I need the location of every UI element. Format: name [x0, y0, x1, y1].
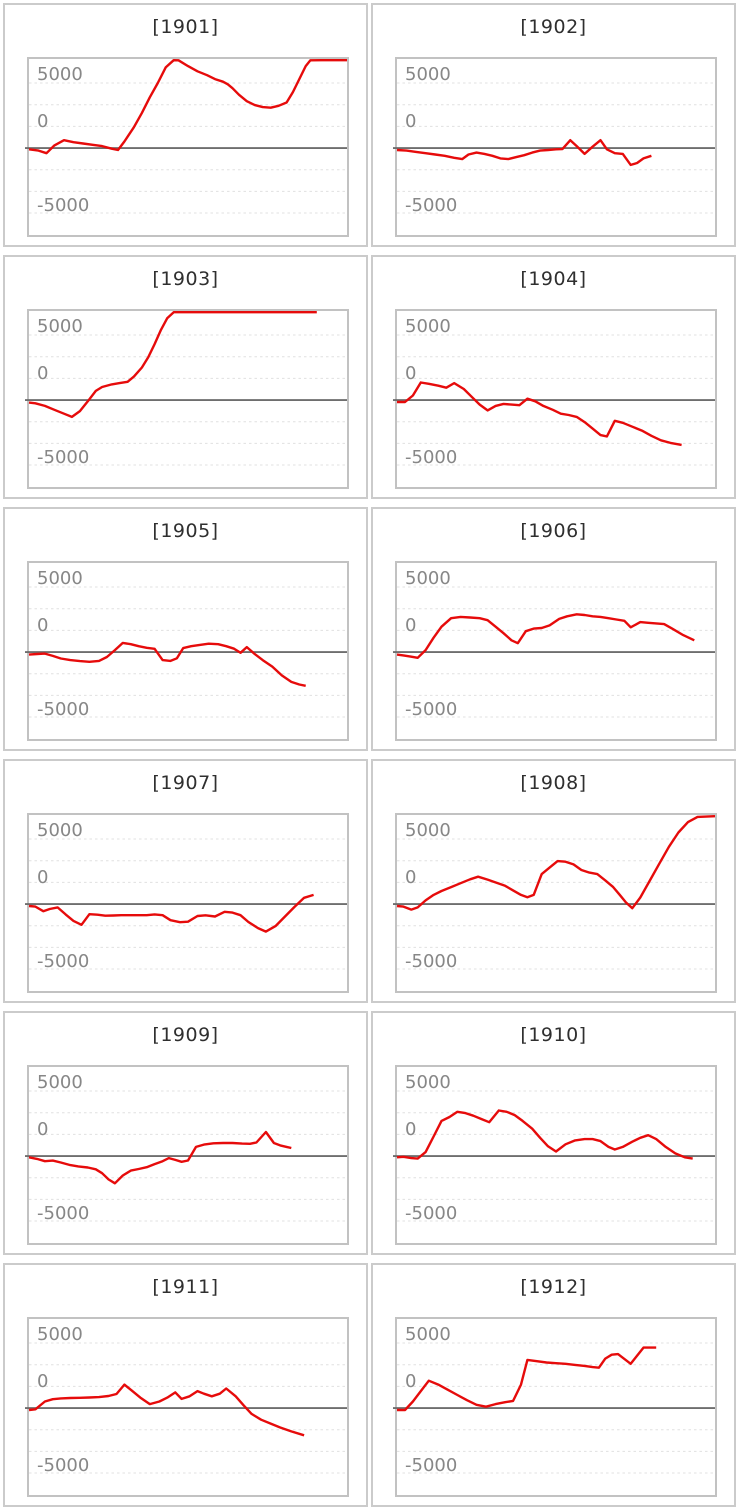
y-tick-label-5000: 5000	[405, 316, 451, 337]
line-chart-svg	[393, 815, 716, 970]
line-chart-svg	[25, 586, 347, 718]
plot-area: 5000 0 -5000	[25, 813, 349, 993]
chart-title: [1901]	[152, 16, 219, 38]
chart-title: [1904]	[520, 268, 587, 290]
chart-panel-1904: [1904] 5000 0 -5000	[371, 255, 736, 499]
line-chart-svg	[393, 1090, 715, 1222]
chart-panel-1910: [1910] 5000 0 -5000	[371, 1011, 736, 1255]
y-tick-label-neg5000: -5000	[405, 1455, 458, 1476]
chart-panel-1903: [1903] 5000 0 -5000	[3, 255, 368, 499]
line-chart-svg	[25, 1090, 347, 1222]
y-tick-label-neg5000: -5000	[37, 1203, 90, 1224]
series-line	[28, 893, 314, 933]
series-line	[28, 59, 347, 155]
series-line	[396, 1109, 693, 1160]
y-tick-label-neg5000: -5000	[405, 951, 458, 972]
chart-panel-1902: [1902] 5000 0 -5000	[371, 3, 736, 247]
chart-panel-1912: [1912] 5000 0 -5000	[371, 1263, 736, 1507]
y-tick-label-5000: 5000	[405, 820, 451, 841]
y-tick-label-5000: 5000	[37, 568, 83, 589]
y-tick-label-0: 0	[405, 867, 417, 888]
chart-title: [1911]	[152, 1276, 219, 1298]
series-line	[397, 1346, 657, 1412]
y-tick-label-5000: 5000	[405, 1072, 451, 1093]
series-line	[396, 613, 695, 660]
y-tick-label-0: 0	[37, 615, 49, 636]
y-tick-label-0: 0	[37, 363, 49, 384]
y-tick-label-0: 0	[405, 1119, 417, 1140]
chart-title: [1909]	[152, 1024, 219, 1046]
plot-area: 5000 0 -5000	[25, 1065, 349, 1245]
y-tick-label-5000: 5000	[405, 1324, 451, 1345]
y-tick-label-neg5000: -5000	[405, 699, 458, 720]
chart-title: [1912]	[520, 1276, 587, 1298]
series-line	[397, 381, 682, 447]
chart-panel-1908: [1908] 5000 0 -5000	[371, 759, 736, 1003]
series-line	[28, 311, 317, 419]
y-tick-label-0: 0	[405, 615, 417, 636]
line-chart-svg	[393, 82, 715, 214]
chart-panel-1906: [1906] 5000 0 -5000	[371, 507, 736, 751]
chart-panel-1907: [1907] 5000 0 -5000	[3, 759, 368, 1003]
y-tick-label-5000: 5000	[37, 820, 83, 841]
y-tick-label-neg5000: -5000	[37, 699, 90, 720]
y-tick-label-5000: 5000	[37, 316, 83, 337]
y-tick-label-0: 0	[405, 111, 417, 132]
plot-area: 5000 0 -5000	[393, 1065, 717, 1245]
chart-title: [1907]	[152, 772, 219, 794]
chart-title: [1910]	[520, 1024, 587, 1046]
plot-area: 5000 0 -5000	[393, 309, 717, 489]
series-line	[28, 1130, 292, 1185]
chart-panel-1905: [1905] 5000 0 -5000	[3, 507, 368, 751]
y-tick-label-0: 0	[37, 1119, 49, 1140]
chart-title: [1902]	[520, 16, 587, 38]
y-tick-label-0: 0	[405, 1371, 417, 1392]
plot-area: 5000 0 -5000	[393, 57, 717, 237]
plot-area: 5000 0 -5000	[25, 57, 349, 237]
chart-title: [1908]	[520, 772, 587, 794]
y-tick-label-5000: 5000	[37, 1324, 83, 1345]
y-tick-label-neg5000: -5000	[37, 1455, 90, 1476]
y-tick-label-neg5000: -5000	[37, 447, 90, 468]
y-tick-label-neg5000: -5000	[37, 195, 90, 216]
y-tick-label-5000: 5000	[405, 64, 451, 85]
y-tick-label-0: 0	[405, 363, 417, 384]
plot-area: 5000 0 -5000	[393, 813, 717, 993]
series-line	[28, 641, 306, 687]
chart-panel-1909: [1909] 5000 0 -5000	[3, 1011, 368, 1255]
line-chart-svg	[25, 311, 347, 466]
y-tick-label-neg5000: -5000	[405, 1203, 458, 1224]
line-chart-svg	[393, 1342, 715, 1474]
plot-area: 5000 0 -5000	[393, 1317, 717, 1497]
chart-panel-1901: [1901] 5000 0 -5000	[3, 3, 368, 247]
series-line	[28, 1383, 305, 1437]
plot-area: 5000 0 -5000	[25, 309, 349, 489]
chart-panel-1911: [1911] 5000 0 -5000	[3, 1263, 368, 1507]
y-tick-label-0: 0	[37, 867, 49, 888]
y-tick-label-0: 0	[37, 111, 49, 132]
y-tick-label-neg5000: -5000	[405, 195, 458, 216]
y-tick-label-5000: 5000	[37, 64, 83, 85]
line-chart-svg	[393, 334, 715, 466]
y-tick-label-5000: 5000	[405, 568, 451, 589]
y-tick-label-0: 0	[37, 1371, 49, 1392]
line-chart-svg	[25, 1342, 347, 1474]
chart-title: [1906]	[520, 520, 587, 542]
chart-title: [1903]	[152, 268, 219, 290]
y-tick-label-neg5000: -5000	[405, 447, 458, 468]
series-line	[396, 815, 716, 911]
plot-area: 5000 0 -5000	[25, 1317, 349, 1497]
plot-area: 5000 0 -5000	[393, 561, 717, 741]
plot-area: 5000 0 -5000	[25, 561, 349, 741]
line-chart-svg	[393, 586, 715, 718]
y-tick-label-neg5000: -5000	[37, 951, 90, 972]
line-chart-svg	[25, 838, 347, 970]
y-tick-label-5000: 5000	[37, 1072, 83, 1093]
series-line	[396, 138, 652, 167]
chart-title: [1905]	[152, 520, 219, 542]
line-chart-svg	[25, 59, 347, 214]
